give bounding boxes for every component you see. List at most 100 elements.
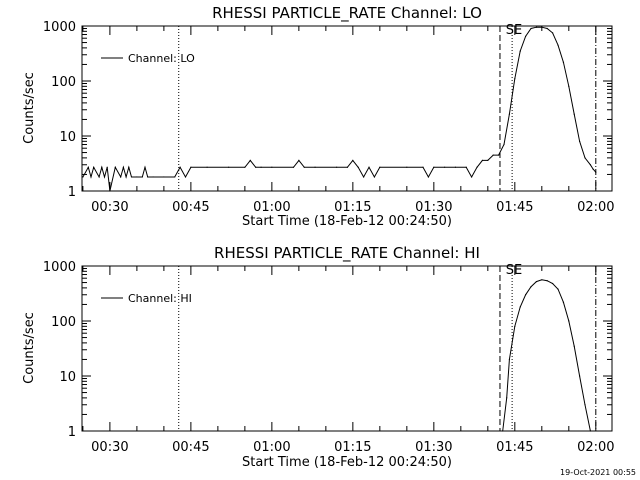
data-point — [579, 375, 581, 377]
x-tick-label: 01:15 — [334, 440, 371, 455]
data-point — [592, 168, 594, 170]
data-point — [589, 430, 592, 432]
x-tick-label: 00:30 — [91, 440, 128, 455]
data-point — [465, 166, 467, 168]
data-point — [228, 166, 230, 168]
data-point — [487, 159, 489, 162]
plot-area: 00:30 00:45 01:00 01:15 01:30 01:45 02:00 1 10 10… — [43, 20, 615, 215]
annotation-label: SE — [506, 23, 522, 38]
data-point — [595, 171, 597, 173]
data-point — [368, 166, 370, 168]
data-point — [506, 397, 508, 399]
x-tick-label: 00:30 — [91, 200, 128, 215]
data-point — [562, 61, 565, 63]
data-point — [190, 166, 192, 168]
data-point — [481, 159, 484, 162]
y-tick-label: 10 — [59, 130, 76, 145]
data-point — [525, 294, 527, 296]
data-point — [525, 35, 527, 37]
data-point — [552, 32, 554, 34]
data-point — [303, 166, 305, 168]
data-point — [579, 140, 581, 142]
data-point — [122, 166, 124, 168]
x-tick-label: 01:00 — [253, 200, 290, 215]
data-point — [244, 166, 246, 168]
y-tick-label: 1 — [68, 185, 76, 200]
x-tick-label: 02:00 — [577, 200, 614, 215]
legend-label: Channel: HI — [128, 292, 192, 305]
data-point — [584, 157, 586, 159]
data-point — [476, 166, 478, 168]
x-axis-label: Start Time (18-Feb-12 00:24:50) — [242, 455, 452, 470]
data-point — [519, 306, 521, 308]
data-point — [249, 159, 251, 162]
data-point — [101, 166, 103, 168]
y-axis-label: Counts/sec — [22, 72, 37, 144]
data-point — [298, 159, 300, 162]
data-point — [584, 404, 586, 406]
data-point — [444, 166, 446, 168]
series-line — [502, 279, 591, 432]
data-point — [292, 166, 295, 168]
data-point — [502, 430, 504, 432]
panel-lo: RHESSI PARTICLE_RATE Channel: LO 00:30 00… — [22, 4, 615, 229]
data-point — [141, 176, 143, 178]
data-point — [422, 166, 424, 168]
data-point — [98, 176, 100, 178]
data-point — [568, 85, 570, 87]
data-point — [454, 166, 457, 168]
data-point — [163, 176, 165, 178]
data-point — [87, 166, 89, 168]
data-point — [508, 358, 511, 361]
data-point — [106, 166, 108, 168]
data-point — [174, 176, 176, 178]
data-point — [427, 176, 430, 178]
data-point — [363, 176, 365, 178]
data-point — [546, 27, 548, 30]
x-tick-label: 01:00 — [253, 440, 290, 455]
panel-hi: RHESSI PARTICLE_RATE Channel: HI 00:30 00… — [22, 244, 615, 470]
data-point — [260, 166, 262, 168]
data-point — [103, 176, 106, 178]
data-point — [557, 288, 559, 290]
x-tick-label: 00:45 — [172, 200, 209, 215]
data-point — [271, 166, 273, 168]
data-point — [336, 166, 338, 168]
data-point — [562, 301, 565, 303]
data-point — [147, 176, 149, 178]
timestamp: 19-Oct-2021 00:55 — [560, 468, 636, 477]
data-point — [541, 279, 543, 281]
data-point — [136, 176, 138, 178]
x-tick-label: 01:15 — [334, 200, 371, 215]
data-point — [492, 154, 494, 156]
data-point — [109, 190, 111, 192]
data-point — [519, 50, 521, 52]
x-tick-label: 01:45 — [496, 440, 533, 455]
y-tick-label: 100 — [51, 75, 76, 90]
data-point — [589, 164, 592, 166]
data-point — [179, 166, 181, 168]
data-point — [406, 166, 408, 168]
x-axis-label: Start Time (18-Feb-12 00:24:50) — [242, 214, 452, 229]
data-point — [530, 286, 532, 288]
data-point — [152, 176, 154, 178]
data-point — [573, 345, 575, 347]
data-point — [373, 176, 376, 178]
x-tick-label: 00:45 — [172, 440, 209, 455]
data-point — [130, 176, 133, 178]
legend: Channel: LO — [101, 52, 195, 65]
annotation-label: SE — [506, 263, 522, 278]
data-point — [552, 282, 554, 285]
data-point — [114, 166, 116, 168]
y-tick-label: 10 — [59, 370, 76, 385]
data-point — [82, 176, 84, 178]
y-tick-label: 100 — [51, 315, 76, 330]
y-tick-label: 1 — [68, 425, 76, 440]
x-tick-label: 01:30 — [415, 440, 452, 455]
data-point — [568, 320, 570, 322]
data-point — [255, 166, 257, 168]
plot-frame — [81, 265, 613, 432]
data-point — [128, 166, 130, 168]
data-point — [535, 281, 538, 283]
